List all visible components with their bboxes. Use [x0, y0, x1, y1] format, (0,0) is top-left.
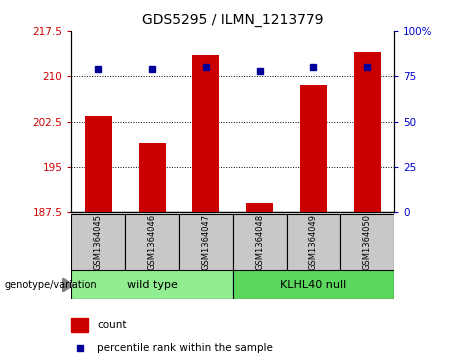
- Polygon shape: [62, 278, 74, 292]
- Text: genotype/variation: genotype/variation: [5, 280, 97, 290]
- Text: GSM1364050: GSM1364050: [363, 214, 372, 270]
- Bar: [139, 143, 165, 212]
- Bar: [85, 115, 112, 212]
- Text: count: count: [97, 320, 127, 330]
- Text: KLHL40 null: KLHL40 null: [280, 280, 347, 290]
- Bar: [233, 214, 287, 270]
- Bar: [300, 85, 327, 212]
- Text: GSM1364046: GSM1364046: [148, 214, 157, 270]
- Title: GDS5295 / ILMN_1213779: GDS5295 / ILMN_1213779: [142, 13, 324, 27]
- Bar: [71, 214, 125, 270]
- Bar: [125, 214, 179, 270]
- Bar: [71, 318, 88, 332]
- Bar: [233, 270, 394, 299]
- Bar: [179, 214, 233, 270]
- Bar: [246, 203, 273, 212]
- Text: GSM1364048: GSM1364048: [255, 214, 264, 270]
- Bar: [340, 214, 394, 270]
- Text: GSM1364045: GSM1364045: [94, 214, 103, 270]
- Bar: [354, 52, 381, 212]
- Bar: [287, 214, 340, 270]
- Bar: [71, 270, 233, 299]
- Bar: [193, 55, 219, 212]
- Text: GSM1364049: GSM1364049: [309, 214, 318, 270]
- Text: GSM1364047: GSM1364047: [201, 214, 210, 270]
- Text: wild type: wild type: [127, 280, 177, 290]
- Text: percentile rank within the sample: percentile rank within the sample: [97, 343, 273, 352]
